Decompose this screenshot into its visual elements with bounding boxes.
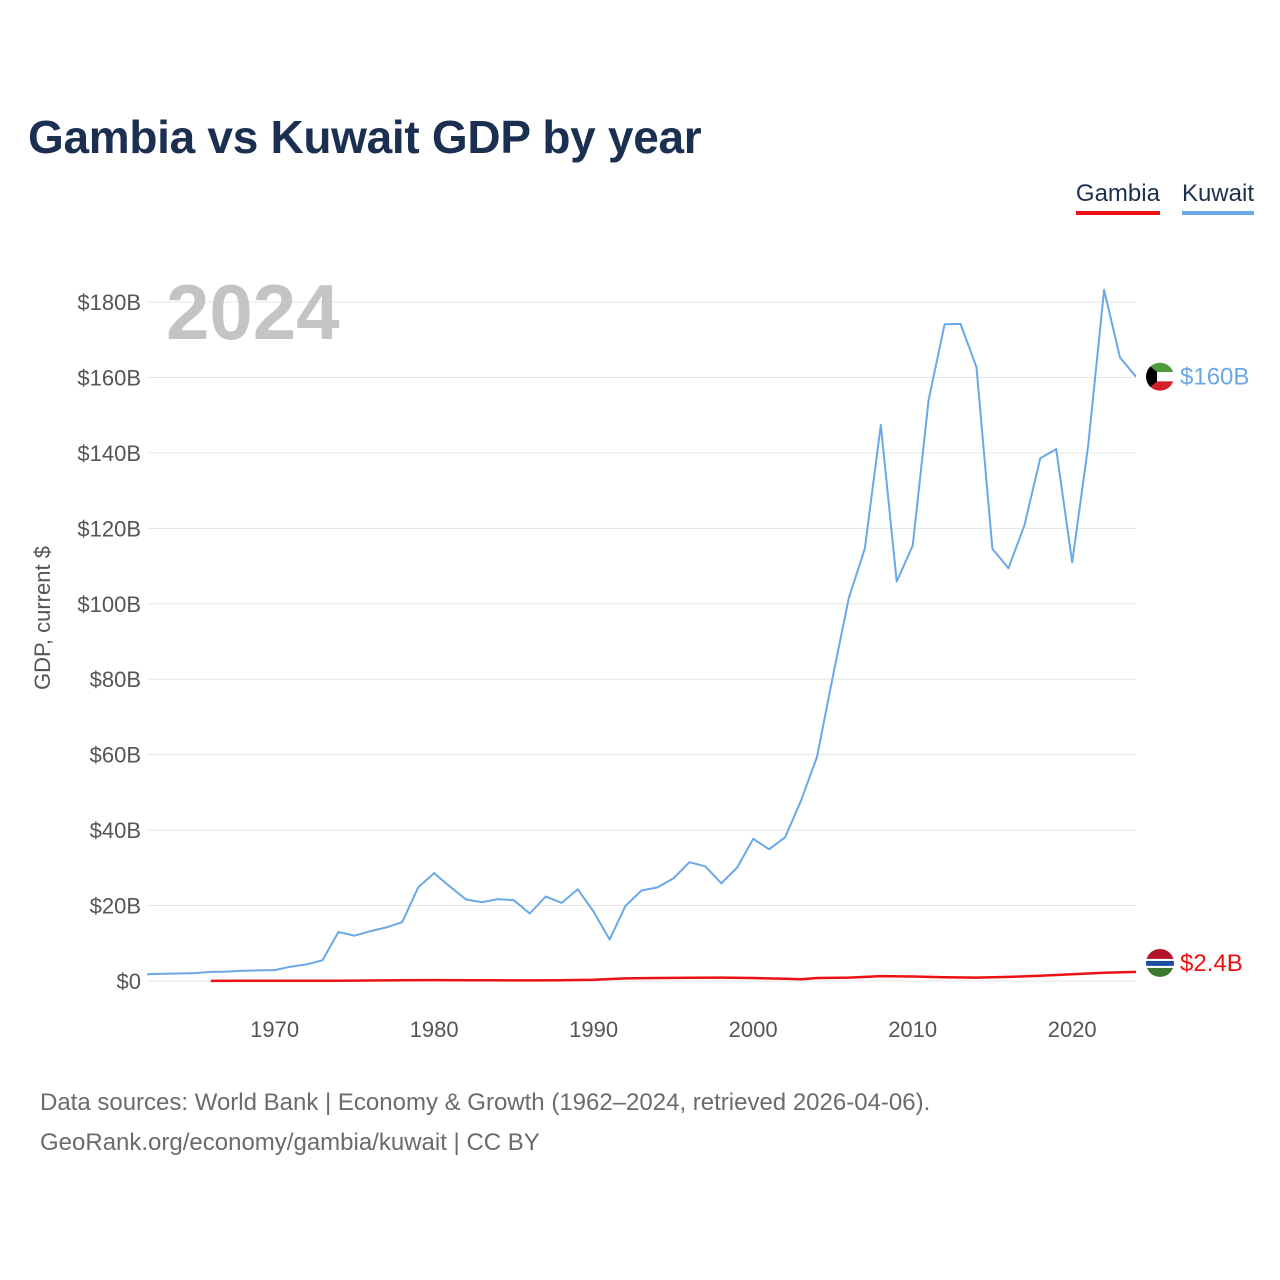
year-watermark: 2024	[166, 268, 340, 356]
y-tick-label: $140B	[77, 441, 141, 466]
x-tick-label: 2020	[1048, 1017, 1097, 1042]
flag-band	[1146, 372, 1174, 382]
legend: Gambia Kuwait	[1075, 180, 1254, 215]
legend-item-gambia[interactable]: Gambia	[1075, 180, 1160, 215]
y-tick-label: $0	[117, 969, 141, 994]
y-tick-label: $120B	[77, 516, 141, 541]
source-line-1: Data sources: World Bank | Economy & Gro…	[40, 1089, 931, 1116]
x-tick-label: 1980	[410, 1017, 459, 1042]
flag-band	[1146, 967, 1174, 977]
x-tick-label: 1970	[250, 1017, 299, 1042]
series-line-gambia	[210, 970, 1137, 983]
flag-trapezoid	[1146, 362, 1157, 391]
source-note: Data sources: World Bank | Economy & Gro…	[40, 1083, 930, 1163]
x-tick-label: 1990	[569, 1017, 618, 1042]
y-tick-label: $40B	[90, 818, 141, 843]
y-tick-label: $20B	[90, 894, 141, 919]
gdp-line-chart: $0 $20B $40B $60B $80B $100B $120B $140B $160B $1…	[30, 268, 1249, 1042]
y-axis-label: GDP, current $	[30, 546, 55, 690]
source-line-2[interactable]: GeoRank.org/economy/gambia/kuwait | CC B…	[40, 1129, 540, 1156]
y-tick-label: $180B	[77, 290, 141, 315]
gambia-flag-icon	[1146, 948, 1174, 977]
x-tick-label: 2000	[729, 1017, 778, 1042]
series-line-kuwait	[146, 288, 1137, 976]
y-tick-label: $160B	[77, 365, 141, 390]
flag-band	[1146, 362, 1174, 373]
end-label-gambia: $2.4B	[1180, 950, 1243, 977]
y-tick-label: $60B	[90, 743, 141, 768]
chart-title: Gambia vs Kuwait GDP by year	[28, 111, 702, 163]
kuwait-flag-icon	[1146, 362, 1174, 391]
flag-band	[1146, 958, 1174, 961]
flag-band	[1146, 960, 1174, 966]
legend-item-kuwait[interactable]: Kuwait	[1181, 180, 1254, 215]
y-tick-label: $80B	[90, 667, 141, 692]
flag-band	[1146, 381, 1174, 391]
flag-band	[1146, 965, 1174, 968]
y-tick-label: $100B	[77, 592, 141, 617]
x-tick-label: 2010	[888, 1017, 937, 1042]
flag-band	[1146, 948, 1174, 959]
end-label-kuwait: $160B	[1180, 364, 1249, 391]
